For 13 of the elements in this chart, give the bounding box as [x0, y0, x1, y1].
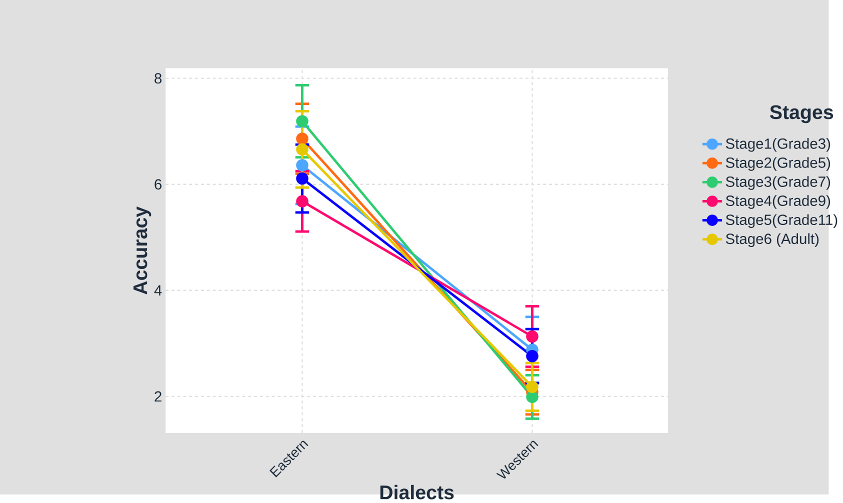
- y-tick-label: 2: [154, 391, 162, 402]
- y-tick-label: 8: [154, 73, 162, 84]
- legend-label: Stage1(Grade3): [726, 138, 830, 152]
- legend-label: Stage5(Grade11): [726, 214, 838, 228]
- legend-title: Stages: [770, 105, 834, 124]
- legend-label: Stage2(Grade5): [726, 157, 830, 172]
- y-tick-label: 6: [154, 179, 162, 190]
- y-axis-title: Accuracy: [134, 206, 152, 295]
- legend-label: Stage6 (Adult): [726, 233, 819, 248]
- y-tick-label: 4: [154, 285, 162, 296]
- legend-label: Stage3(Grade7): [726, 176, 830, 190]
- x-axis-title: Dialects: [380, 485, 454, 500]
- legend-label: Stage4(Grade9): [726, 195, 830, 210]
